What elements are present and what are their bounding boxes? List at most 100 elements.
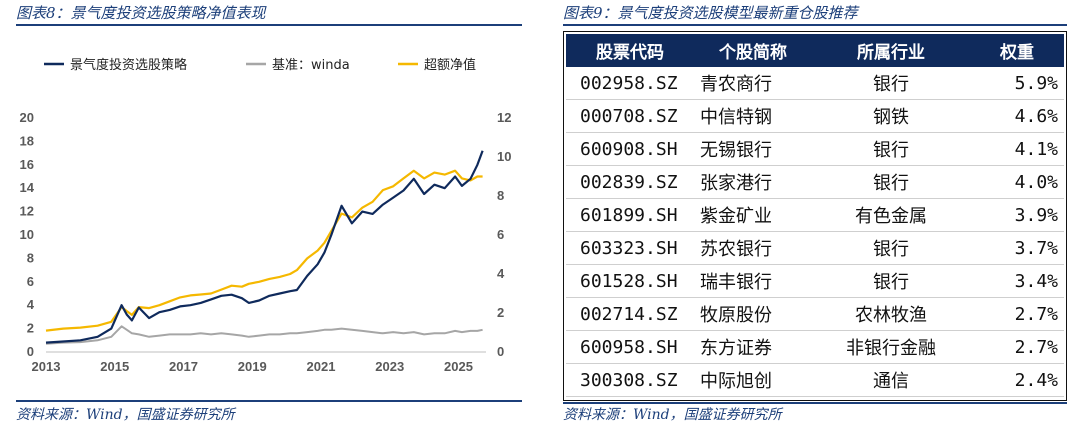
series-line-2 [45,169,483,332]
holdings-table-frame [563,31,1067,401]
cell-weight: 3.9% [970,198,1064,232]
series-lines [45,150,484,345]
left-source-rule [16,400,522,402]
cell-name: 无锡银行 [694,132,812,166]
cell-weight: 2.7% [970,297,1064,331]
cell-name: 青农商行 [694,67,812,100]
cell-name: 张家港行 [694,165,812,199]
cell-weight: 3.7% [970,231,1064,265]
right-y-tick-label: 2 [497,305,504,320]
cell-code: 002839.SZ [566,165,694,199]
x-axis-ticks: 2013 2015 2017 2019 2021 2023 2025 [32,359,473,374]
table-row: 002839.SZ 张家港行 银行 4.0% [566,165,1064,199]
x-tick-label: 2017 [169,359,198,374]
cell-name: 苏农银行 [694,231,812,265]
right-y-tick-label: 0 [497,344,504,359]
cell-weight: 3.4% [970,264,1064,298]
left-y-tick-label: 14 [20,180,35,195]
left-y-tick-label: 8 [27,250,34,265]
cell-name: 紫金矿业 [694,198,812,232]
x-tick-label: 2025 [444,359,473,374]
cell-weight: 4.0% [970,165,1064,199]
right-source-rule [563,402,1067,404]
table-row: 002714.SZ 牧原股份 农林牧渔 2.7% [566,297,1064,331]
right-y-axis-ticks: 0 2 4 6 8 10 12 [497,110,511,359]
header-code: 股票代码 [566,34,694,67]
header-name: 个股简称 [694,34,812,67]
net-value-line-chart: 景气度投资选股策略 基准：winda 超额净值 02468101214161820 … [20,57,512,374]
left-y-axis-ticks: 0 2 4 6 8 10 12 14 16 18 20 [20,110,35,359]
table-row: 603323.SH 苏农银行 银行 3.7% [566,231,1064,265]
table-row: 601528.SH 瑞丰银行 银行 3.4% [566,264,1064,298]
cell-weight: 4.6% [970,99,1064,133]
right-y-tick-label: 4 [497,266,505,281]
left-y-tick-label: 0 [27,344,34,359]
x-tick-label: 2023 [375,359,404,374]
legend-entry: 基准：winda [272,58,350,73]
right-source-note: 资料来源：Wind，国盛证券研究所 [563,407,782,423]
cell-industry: 钢铁 [812,99,970,133]
series-line-0 [45,150,484,344]
holdings-body: 002958.SZ 青农商行 银行 5.9% 000708.SZ 中信特钢 钢铁 4.6% 60… [566,67,1064,397]
left-panel-title: 图表8：景气度投资选股策略净值表现 [16,4,266,22]
cell-industry: 银行 [812,264,970,298]
cell-name: 东方证券 [694,330,812,364]
right-title-rule [563,24,1067,26]
legend-entry: 景气度投资选股策略 [70,57,187,73]
cell-industry: 农林牧渔 [812,297,970,331]
cell-code: 603323.SH [566,231,694,265]
right-y-tick-label: 8 [497,188,504,203]
cell-name: 牧原股份 [694,297,812,331]
left-y-tick-label: 16 [20,157,34,172]
left-y-tick-label: 18 [20,133,34,148]
cell-code: 300308.SZ [566,363,694,397]
cell-weight: 2.4% [970,363,1064,397]
cell-code: 000708.SZ [566,99,694,133]
right-y-tick-label: 6 [497,227,504,242]
cell-weight: 4.1% [970,132,1064,166]
cell-industry: 有色金属 [812,198,970,232]
cell-industry: 银行 [812,67,970,100]
table-row: 002958.SZ 青农商行 银行 5.9% [566,67,1064,100]
left-y-tick-label: 12 [20,204,34,219]
x-tick-label: 2021 [307,359,336,374]
cell-code: 002958.SZ [566,67,694,100]
left-y-tick-label: 4 [27,297,35,312]
cell-industry: 银行 [812,132,970,166]
cell-code: 600908.SH [566,132,694,166]
table-header-row: 股票代码 个股简称 所属行业 权重 [566,34,1064,67]
table-row: 600908.SH 无锡银行 银行 4.1% [566,132,1064,166]
left-source-note: 资料来源：Wind，国盛证券研究所 [16,407,235,423]
legend-entry: 超额净值 [424,57,476,73]
table-row: 601899.SH 紫金矿业 有色金属 3.9% [566,198,1064,232]
left-y-tick-label: 6 [27,274,34,289]
table-row: 600958.SH 东方证券 非银行金融 2.7% [566,330,1064,364]
x-tick-label: 2015 [100,359,129,374]
cell-name: 中际旭创 [694,363,812,397]
cell-industry: 银行 [812,165,970,199]
cell-name: 中信特钢 [694,99,812,133]
left-title-rule [16,24,522,26]
cell-code: 600958.SH [566,330,694,364]
cell-code: 601899.SH [566,198,694,232]
right-panel-title: 图表9：景气度投资选股模型最新重仓股推荐 [563,4,858,22]
right-y-tick-label: 10 [497,149,511,164]
cell-industry: 非银行金融 [812,330,970,364]
holdings-table: 股票代码 个股简称 所属行业 权重 002958.SZ 青农商行 银行 5.9% 000… [566,34,1064,397]
cell-industry: 通信 [812,363,970,397]
x-tick-label: 2019 [238,359,267,374]
left-y-tick-label: 20 [20,110,34,125]
chart-legend: 景气度投资选股策略 基准：winda 超额净值 [44,57,476,73]
cell-weight: 2.7% [970,330,1064,364]
cell-weight: 5.9% [970,67,1064,100]
cell-name: 瑞丰银行 [694,264,812,298]
header-weight: 权重 [970,34,1064,67]
left-y-tick-label: 10 [20,227,34,242]
left-y-tick-label: 2 [27,321,34,336]
header-industry: 所属行业 [812,34,970,67]
cell-code: 002714.SZ [566,297,694,331]
right-y-tick-label: 12 [497,110,511,125]
series-line-1 [45,325,483,345]
cell-code: 601528.SH [566,264,694,298]
table-row: 300308.SZ 中际旭创 通信 2.4% [566,363,1064,397]
